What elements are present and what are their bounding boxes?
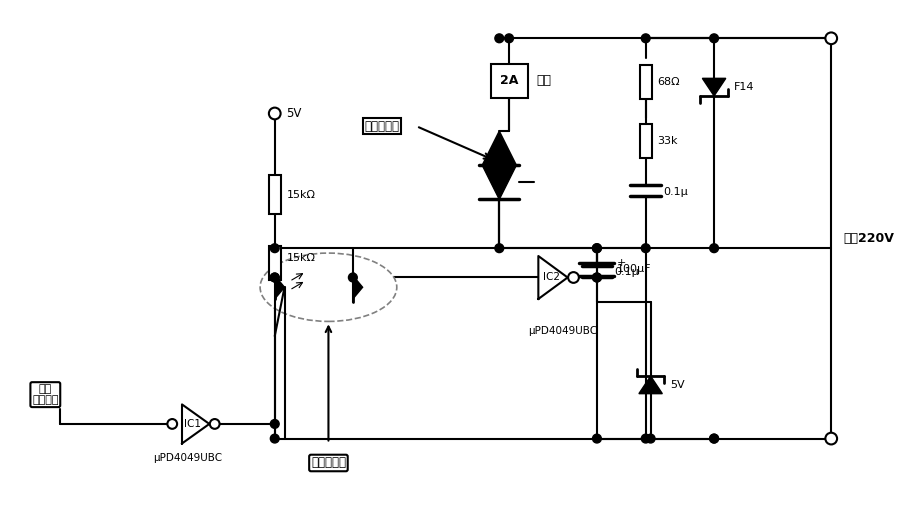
Circle shape — [505, 34, 514, 43]
Bar — [640, 65, 651, 100]
Text: 100μF: 100μF — [616, 264, 651, 274]
Text: μPD4049UBC: μPD4049UBC — [529, 326, 597, 336]
Polygon shape — [275, 275, 285, 299]
Bar — [268, 246, 280, 280]
Polygon shape — [703, 78, 726, 96]
Circle shape — [825, 433, 837, 444]
Polygon shape — [482, 165, 516, 200]
Circle shape — [593, 244, 601, 252]
Text: 0.1μ: 0.1μ — [614, 267, 639, 277]
Text: 光电耦合器: 光电耦合器 — [311, 457, 346, 469]
Text: 15kΩ: 15kΩ — [287, 253, 315, 263]
Text: 15kΩ: 15kΩ — [287, 189, 315, 200]
Circle shape — [569, 272, 578, 283]
Text: 控制
信号输入: 控制 信号输入 — [32, 384, 59, 405]
Circle shape — [593, 434, 601, 443]
Circle shape — [270, 273, 279, 282]
Circle shape — [646, 434, 655, 443]
Circle shape — [495, 244, 504, 252]
Circle shape — [495, 34, 504, 43]
Circle shape — [642, 34, 651, 43]
Circle shape — [268, 108, 280, 120]
Text: 5V: 5V — [670, 380, 685, 390]
Text: 2A: 2A — [500, 74, 518, 87]
Text: 双向晶闸管: 双向晶闸管 — [365, 120, 400, 133]
Bar — [268, 175, 280, 214]
Bar — [640, 124, 651, 158]
Circle shape — [710, 434, 718, 443]
Circle shape — [593, 244, 601, 252]
Text: 0.1μ: 0.1μ — [663, 187, 688, 196]
Polygon shape — [353, 275, 362, 299]
Circle shape — [710, 244, 718, 252]
Polygon shape — [639, 376, 662, 393]
Circle shape — [593, 273, 601, 282]
Text: 33k: 33k — [658, 136, 678, 146]
Text: μPD4049UBC: μPD4049UBC — [152, 453, 222, 463]
Ellipse shape — [260, 253, 396, 322]
Circle shape — [825, 32, 837, 44]
Text: +: + — [616, 258, 626, 268]
Circle shape — [270, 273, 279, 282]
Circle shape — [642, 244, 651, 252]
Polygon shape — [482, 131, 516, 165]
Circle shape — [710, 434, 718, 443]
Text: 68Ω: 68Ω — [658, 77, 680, 87]
Text: IC1: IC1 — [184, 419, 201, 429]
Text: F14: F14 — [733, 82, 754, 92]
Circle shape — [168, 419, 177, 429]
Text: IC2: IC2 — [543, 272, 560, 283]
Circle shape — [270, 244, 279, 252]
Text: 负载: 负载 — [536, 74, 551, 87]
Text: 交流220V: 交流220V — [843, 232, 894, 245]
Circle shape — [349, 273, 357, 282]
Circle shape — [710, 34, 718, 43]
Circle shape — [210, 419, 220, 429]
Text: 5V: 5V — [287, 107, 302, 120]
FancyBboxPatch shape — [490, 64, 528, 98]
Circle shape — [270, 420, 279, 428]
Circle shape — [270, 434, 279, 443]
Circle shape — [593, 273, 601, 282]
Circle shape — [642, 434, 651, 443]
